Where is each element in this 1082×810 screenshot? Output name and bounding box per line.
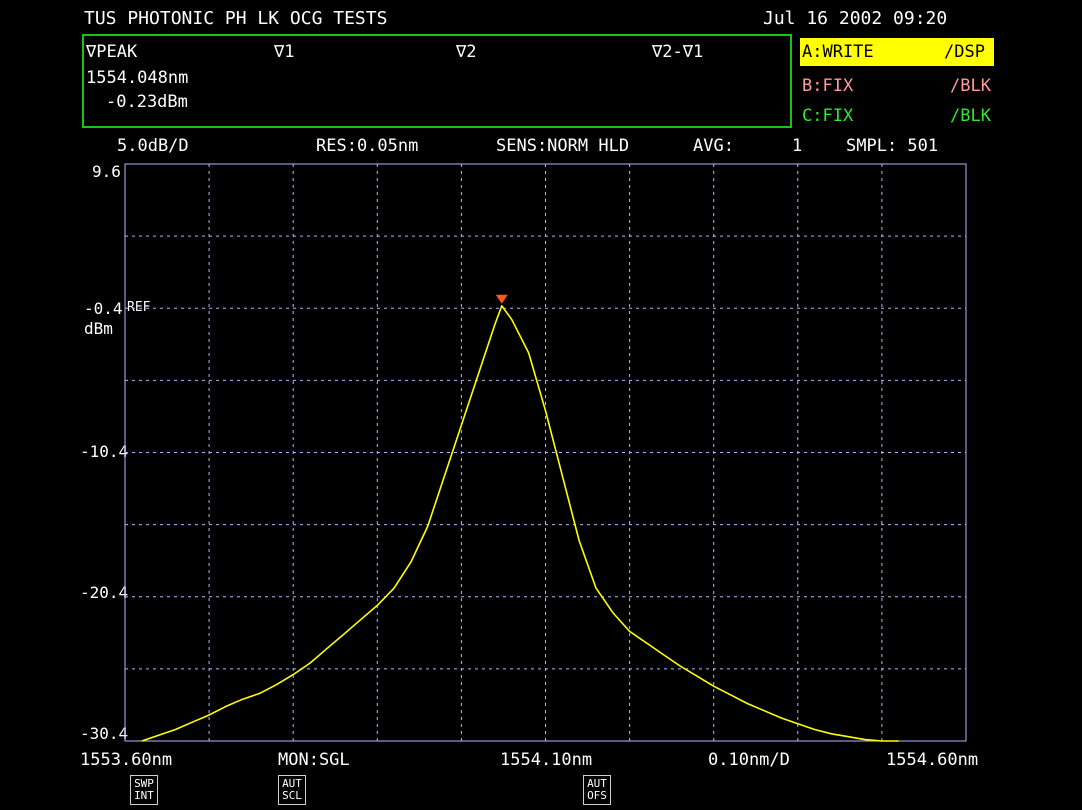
- marker-1-label: ∇1: [274, 42, 295, 62]
- scale-setting: 5.0dB/D: [117, 136, 189, 156]
- ref-label: REF: [127, 300, 151, 315]
- trace-b-name: B:FIX: [802, 76, 854, 96]
- sampling-setting: SMPL: 501: [846, 136, 939, 156]
- x-end-label: 1554.60nm: [886, 750, 979, 770]
- trace-a-status[interactable]: A:WRITE /DSP: [800, 38, 994, 66]
- y-tick-minus-30.4: -30.4: [80, 724, 129, 743]
- average-value: 1: [792, 136, 803, 156]
- y-tick-minus-10.4: -10.4: [80, 442, 129, 461]
- peak-wavelength: 1554.048nm: [86, 68, 189, 88]
- trace-a-name: A:WRITE: [802, 42, 874, 62]
- sensitivity-setting: SENS:NORM HLD: [496, 136, 630, 156]
- y-tick-minus-20.4: -20.4: [80, 583, 129, 602]
- trace-b-status[interactable]: B:FIX /BLK: [800, 72, 994, 100]
- auto-scale-softkey[interactable]: AUT SCL: [278, 775, 306, 805]
- average-label: AVG:: [693, 136, 734, 156]
- x-start-label: 1553.60nm: [80, 750, 173, 770]
- marker-info-box: ∇PEAK ∇1 ∇2 ∇2-∇1 1554.048nm -0.23dBm: [82, 34, 792, 128]
- trace-c-name: C:FIX: [802, 106, 854, 126]
- peak-marker-label: ∇PEAK: [86, 42, 138, 62]
- trace-c-mode: /BLK: [950, 106, 991, 126]
- softkey-line1: SWP: [134, 777, 154, 790]
- softkey-line1: AUT: [587, 777, 607, 790]
- trace-a-mode: /DSP: [944, 42, 985, 62]
- x-center-label: 1554.10nm: [500, 750, 593, 770]
- y-tick-9.6: 9.6: [92, 162, 121, 181]
- trace-c-status[interactable]: C:FIX /BLK: [800, 102, 994, 130]
- marker-diff-label: ∇2-∇1: [652, 42, 704, 62]
- x-span-label: 0.10nm/D: [708, 750, 790, 770]
- y-tick-ref: -0.4: [84, 299, 123, 318]
- softkey-line2: INT: [134, 789, 154, 802]
- softkey-line1: AUT: [282, 777, 302, 790]
- peak-level: -0.23dBm: [106, 92, 188, 112]
- softkey-line2: SCL: [282, 789, 302, 802]
- auto-offset-softkey[interactable]: AUT OFS: [583, 775, 611, 805]
- resolution-setting: RES:0.05nm: [316, 136, 419, 156]
- trace-b-mode: /BLK: [950, 76, 991, 96]
- y-unit-label: dBm: [84, 319, 113, 338]
- sweep-interval-softkey[interactable]: SWP INT: [130, 775, 158, 805]
- spectrum-trace-line: [141, 304, 899, 742]
- monitor-mode: MON:SGL: [278, 750, 350, 770]
- marker-2-label: ∇2: [456, 42, 477, 62]
- screen-title: TUS PHOTONIC PH LK OCG TESTS: [84, 8, 388, 29]
- date-time: Jul 16 2002 09:20: [763, 8, 948, 29]
- softkey-line2: OFS: [587, 789, 607, 802]
- peak-marker-icon: [495, 294, 508, 304]
